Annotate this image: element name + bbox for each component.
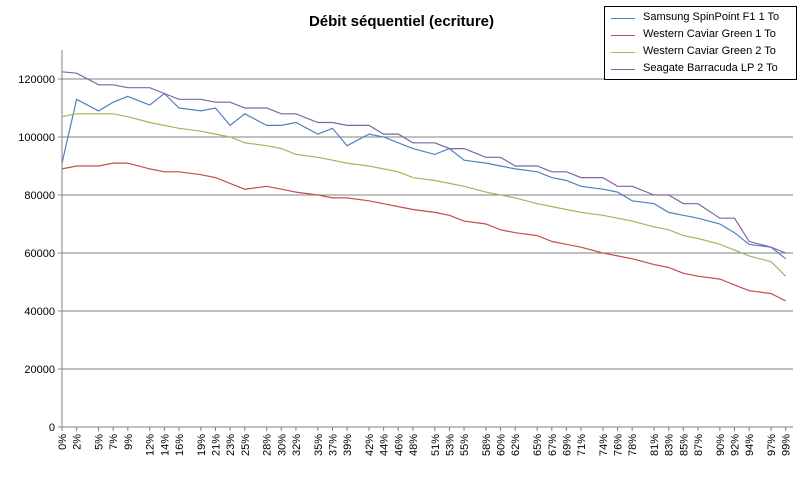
legend-item-seagate: Seagate Barracuda LP 2 To <box>605 61 798 77</box>
x-tick-label: 74% <box>598 434 610 456</box>
x-tick-label: 78% <box>627 434 639 456</box>
x-tick-label: 69% <box>561 434 573 456</box>
x-tick-label: 65% <box>532 434 544 456</box>
x-tick-label: 23% <box>225 434 237 456</box>
x-tick-label: 32% <box>291 434 303 456</box>
x-tick-label: 25% <box>240 434 252 456</box>
chart-title: Débit séquentiel (ecriture) <box>308 13 495 30</box>
y-tick-label: 40000 <box>24 306 55 318</box>
x-tick-label: 99% <box>781 434 793 456</box>
x-tick-label: 92% <box>730 434 742 456</box>
x-tick-label: 46% <box>393 434 405 456</box>
x-tick-label: 94% <box>744 434 756 456</box>
axis-layer <box>58 50 793 431</box>
x-tick-label: 30% <box>276 434 288 456</box>
legend-label-samsung: Samsung SpinPoint F1 1 To <box>643 11 780 23</box>
x-tick-label: 55% <box>459 434 471 456</box>
x-tick-label: 28% <box>262 434 274 456</box>
y-tick-label: 100000 <box>18 132 55 144</box>
legend-swatch-wd-green-2to <box>611 52 635 53</box>
legend-item-samsung: Samsung SpinPoint F1 1 To <box>605 10 798 26</box>
legend-item-wd-green-2to: Western Caviar Green 2 To <box>605 44 798 60</box>
y-tick-label: 60000 <box>24 248 55 260</box>
x-tick-label: 60% <box>496 434 508 456</box>
y-tick-label: 20000 <box>24 364 55 376</box>
series-layer <box>61 71 787 302</box>
x-tick-label: 67% <box>547 434 559 456</box>
x-tick-label: 53% <box>444 434 456 456</box>
x-tick-label: 44% <box>379 434 391 456</box>
legend-label-seagate: Seagate Barracuda LP 2 To <box>643 62 778 74</box>
y-tick-label: 0 <box>49 422 55 434</box>
legend-swatch-wd-green-1to <box>611 35 635 36</box>
legend: Samsung SpinPoint F1 1 To Western Caviar… <box>604 6 797 80</box>
x-tick-label: 42% <box>364 434 376 456</box>
series-line-2 <box>61 113 787 277</box>
x-tick-label: 19% <box>196 434 208 456</box>
x-tick-label: 48% <box>408 434 420 456</box>
grid-layer <box>62 78 793 370</box>
x-tick-label: 14% <box>159 434 171 456</box>
series-line-0 <box>61 92 787 260</box>
legend-label-wd-green-1to: Western Caviar Green 1 To <box>643 28 776 40</box>
x-tick-label: 12% <box>145 434 157 456</box>
x-tick-label: 87% <box>693 434 705 456</box>
x-tick-label: 58% <box>481 434 493 456</box>
series-line-3 <box>61 71 786 254</box>
x-tick-label: 37% <box>327 434 339 456</box>
x-tick-label: 2% <box>72 434 84 450</box>
x-tick-label: 0% <box>57 434 69 450</box>
x-tick-label: 81% <box>649 434 661 456</box>
legend-label-wd-green-2to: Western Caviar Green 2 To <box>643 45 776 57</box>
x-tick-label: 83% <box>664 434 676 456</box>
x-tick-label: 9% <box>123 434 135 450</box>
x-tick-label: 85% <box>678 434 690 456</box>
x-tick-label: 51% <box>430 434 442 456</box>
legend-item-wd-green-1to: Western Caviar Green 1 To <box>605 27 798 43</box>
y-tick-label: 80000 <box>24 190 55 202</box>
x-tick-label: 39% <box>342 434 354 456</box>
x-tick-label: 35% <box>313 434 325 456</box>
x-tick-label: 90% <box>715 434 727 456</box>
x-tick-label: 16% <box>174 434 186 456</box>
x-tick-label: 5% <box>94 434 106 450</box>
legend-swatch-seagate <box>611 69 635 70</box>
x-tick-label: 62% <box>510 434 522 456</box>
x-tick-label: 21% <box>211 434 223 456</box>
x-tick-label: 7% <box>108 434 120 450</box>
y-tick-label: 120000 <box>18 74 55 86</box>
legend-swatch-samsung <box>611 18 635 19</box>
x-tick-label: 71% <box>576 434 588 456</box>
x-tick-label: 97% <box>766 434 778 456</box>
series-line-1 <box>61 162 786 302</box>
x-tick-label: 76% <box>613 434 625 456</box>
